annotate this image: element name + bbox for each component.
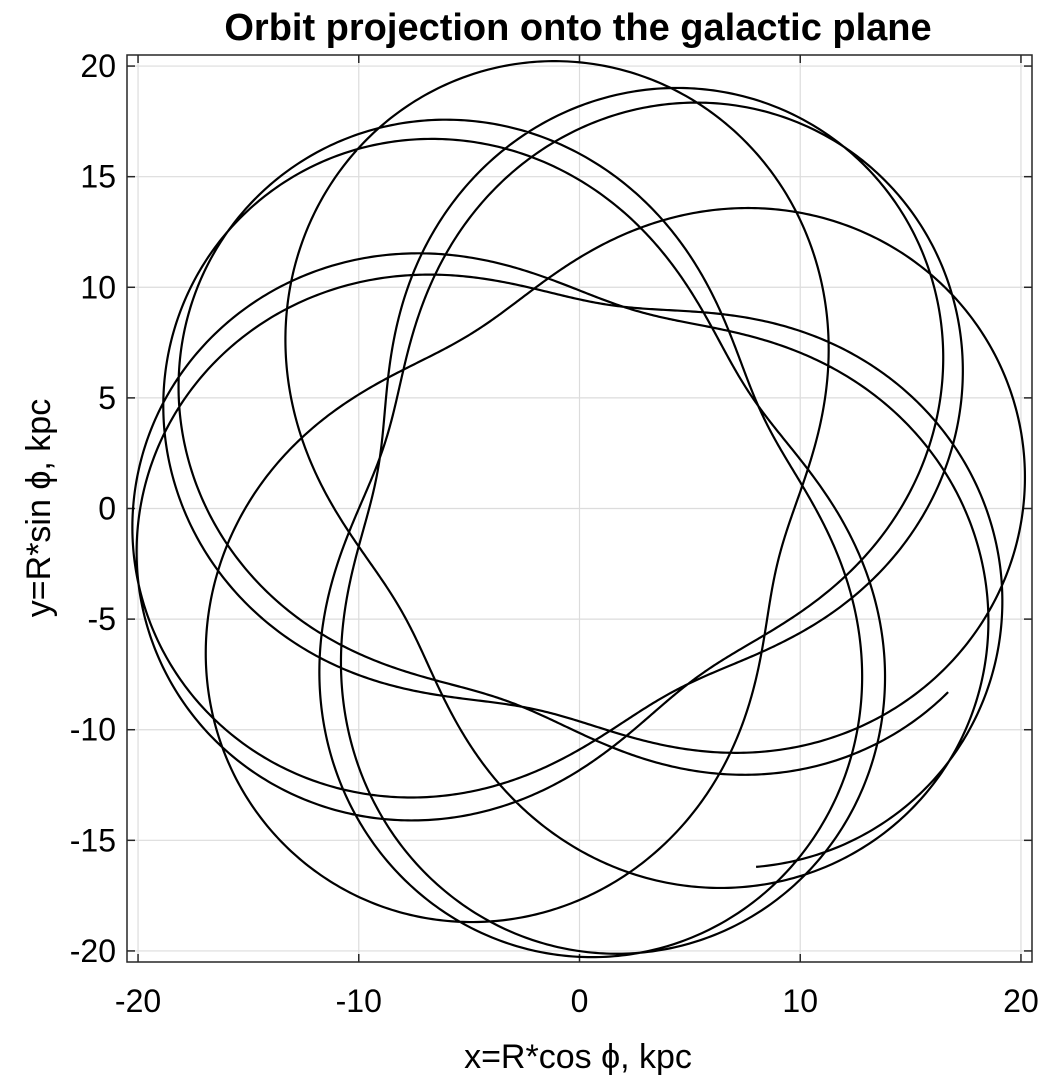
y-tick-label: -20 [70,933,116,969]
y-tick-label: -5 [88,601,116,637]
plot-frame [126,54,1033,963]
y-tick-label: 0 [98,491,116,527]
x-axis-label: x=R*cos ϕ, kpc [464,1038,692,1076]
chart-title: Orbit projection onto the galactic plane [224,7,931,49]
x-tick-label: 0 [571,983,589,1019]
y-tick-label: 5 [98,380,116,416]
x-tick-label: 10 [782,983,818,1019]
x-tick-label: -20 [115,983,161,1019]
y-tick-label: -15 [70,822,116,858]
y-tick-label: 15 [80,159,116,195]
orbit-series-line [131,60,1027,959]
tick-layer: -20 -10 0 10 20 -20 -15 -10 -5 0 5 10 15 20 [70,48,1039,1019]
y-tick-label: -10 [70,712,116,748]
x-tick-label: -10 [336,983,382,1019]
y-tick-label: 10 [80,269,116,305]
y-tick-label: 20 [80,48,116,84]
y-axis-label: y=R*sin ϕ, kpc [20,399,58,617]
x-tick-label: 20 [1003,983,1039,1019]
